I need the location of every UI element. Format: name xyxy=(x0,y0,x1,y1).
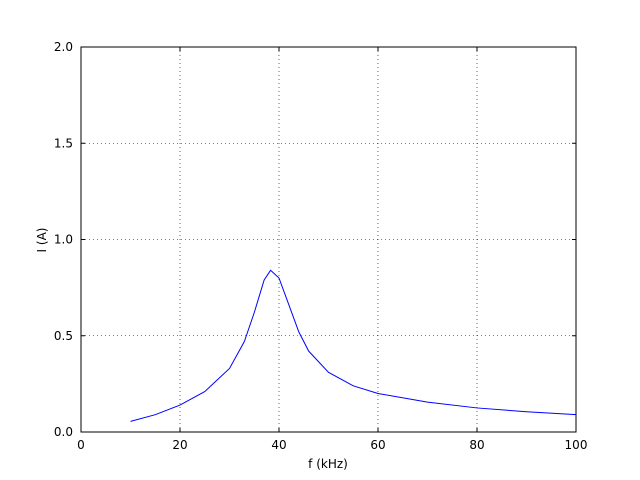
y-tick-label: 0.5 xyxy=(54,329,73,343)
y-tick-label: 0.0 xyxy=(54,425,73,439)
x-tick-label: 0 xyxy=(77,438,85,452)
y-tick-label: 1.5 xyxy=(54,136,73,150)
x-tick-label: 80 xyxy=(469,438,484,452)
plot-frame xyxy=(80,46,577,433)
y-tick-label: 1.0 xyxy=(54,233,73,247)
x-axis-label: f (kHz) xyxy=(308,457,348,471)
data-line xyxy=(130,269,577,422)
x-tick-label: 100 xyxy=(565,438,588,452)
x-tick-label: 60 xyxy=(370,438,385,452)
y-axis-label: I (A) xyxy=(35,228,49,253)
x-tick-label: 20 xyxy=(172,438,187,452)
y-tick-label: 2.0 xyxy=(54,40,73,54)
x-tick-label: 40 xyxy=(271,438,286,452)
